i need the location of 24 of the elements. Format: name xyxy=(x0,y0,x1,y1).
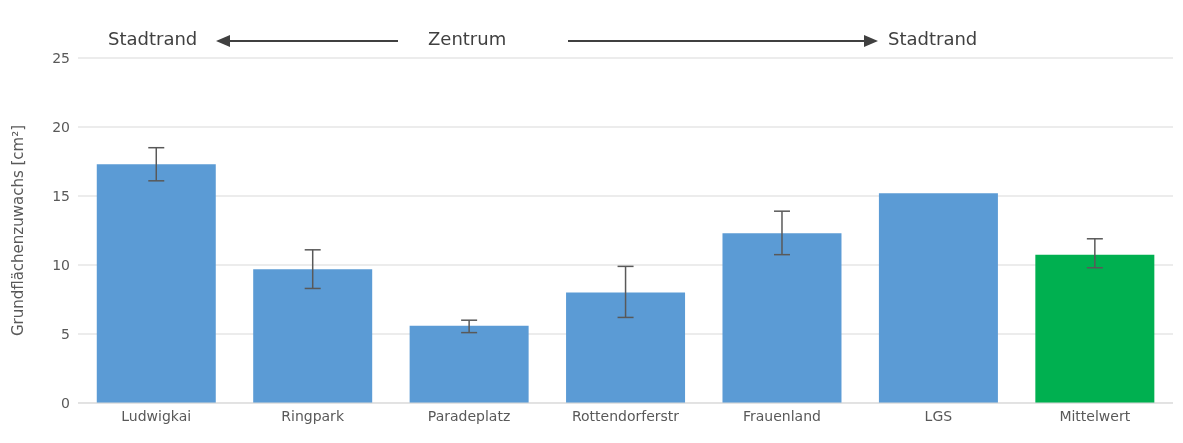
y-tick-label: 5 xyxy=(61,325,70,342)
text: Zentrum xyxy=(428,28,507,49)
bar xyxy=(409,325,529,403)
x-tick-label: Ringpark xyxy=(281,407,345,424)
bar xyxy=(96,164,216,403)
y-axis-title: Grundflächenzuwachs [cm²] xyxy=(9,124,28,337)
bar xyxy=(722,233,842,403)
y-tick-label: 0 xyxy=(61,394,70,411)
x-tick-label: Mittelwert xyxy=(1059,407,1131,424)
bar xyxy=(566,292,686,403)
bar xyxy=(878,193,998,403)
text: Stadtrand xyxy=(888,28,978,49)
y-tick-label: 10 xyxy=(52,256,70,273)
y-tick-label: 25 xyxy=(52,49,70,66)
x-tick-label: Ludwigkai xyxy=(121,407,192,424)
y-tick-label: 20 xyxy=(52,118,70,135)
bar xyxy=(1035,254,1155,403)
x-tick-label: Paradeplatz xyxy=(427,407,511,424)
x-tick-label: Rottendorferstr xyxy=(571,407,680,424)
x-tick-label: Frauenland xyxy=(742,407,821,424)
y-tick-label: 15 xyxy=(52,187,70,204)
text: Stadtrand xyxy=(108,28,198,49)
x-tick-label: LGS xyxy=(924,407,953,424)
bar xyxy=(253,269,373,403)
